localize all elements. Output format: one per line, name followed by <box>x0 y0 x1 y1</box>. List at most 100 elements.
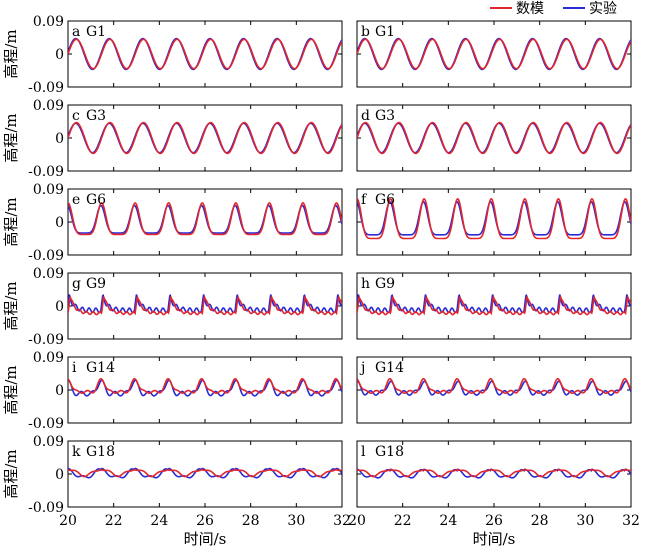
panel-k: 0.09 0 -0.09 高程/m k G18 <box>2 434 343 516</box>
panel-letter: k <box>72 444 81 460</box>
legend-item-1: 实验 <box>563 1 617 17</box>
panel-l: l G18 <box>356 440 632 508</box>
y-tick-label: 0.09 <box>33 434 64 450</box>
panel-letter: c <box>72 108 80 124</box>
experiment-line <box>68 122 342 154</box>
x-axis-label: 时间/s <box>473 530 516 548</box>
x-tick-label: 22 <box>394 513 412 529</box>
panel-frame <box>67 20 343 88</box>
y-tick-label: 0 <box>55 47 64 63</box>
panel-b: b G1 <box>356 20 632 88</box>
y-tick-label: -0.09 <box>28 248 64 264</box>
y-tick-label: -0.09 <box>28 416 64 432</box>
y-tick-label: 0.09 <box>33 182 64 198</box>
panel-letter: l <box>361 444 366 460</box>
model-line <box>357 468 631 478</box>
x-tick-label: 20 <box>59 513 77 529</box>
model-line <box>357 295 631 316</box>
panel-gauge-label: G6 <box>86 192 106 208</box>
x-tick-label: 22 <box>105 513 123 529</box>
panel-letter: j <box>359 360 365 376</box>
model-line <box>68 377 342 394</box>
x-tick-label: 32 <box>622 513 640 529</box>
x-tick-label: 32 <box>333 513 351 529</box>
y-tick-label: 0 <box>55 299 64 315</box>
model-line <box>357 377 631 394</box>
panel-frame <box>67 272 343 340</box>
model-line <box>357 198 631 240</box>
panel-frame <box>67 104 343 172</box>
panel-gauge-label: G18 <box>86 444 115 460</box>
x-tick-label: 28 <box>531 513 549 529</box>
experiment-line <box>357 37 631 71</box>
legend: 数模 实验 <box>490 1 617 17</box>
panel-gauge-label: G14 <box>86 360 115 376</box>
panel-d: d G3 <box>356 104 632 172</box>
x-tick-label: 30 <box>576 513 594 529</box>
panel-gauge-label: G1 <box>86 24 106 40</box>
panel-letter: b <box>361 24 370 40</box>
panel-gauge-label: G6 <box>375 192 395 208</box>
legend-label: 实验 <box>589 1 617 17</box>
panel-gauge-label: G18 <box>375 444 404 460</box>
experiment-line <box>68 37 342 71</box>
panels-grid: 0.09 0 -0.09 高程/m a G1 b G1 0.09 0 -0.09 高程/m c G3 d G3… <box>2 14 632 516</box>
model-line <box>357 38 631 70</box>
x-tick-label: 26 <box>196 513 214 529</box>
panel-letter: h <box>361 276 370 292</box>
y-tick-label: 0.09 <box>33 98 64 114</box>
x-tick-label: 26 <box>485 513 503 529</box>
model-line <box>68 121 342 155</box>
y-axis-label: 高程/m <box>2 281 20 330</box>
panel-g: 0.09 0 -0.09 高程/m g G9 <box>2 266 343 348</box>
model-line <box>68 202 342 236</box>
experiment-line <box>357 200 631 236</box>
panel-frame <box>356 188 632 256</box>
panel-gauge-label: G9 <box>375 276 395 292</box>
panel-i: 0.09 0 -0.09 高程/m i G14 <box>2 350 343 432</box>
panel-a: 0.09 0 -0.09 高程/m a G1 <box>2 14 343 96</box>
panel-gauge-label: G14 <box>375 360 404 376</box>
model-line <box>357 121 631 155</box>
model-line <box>68 468 342 478</box>
panel-letter: g <box>72 276 81 292</box>
y-tick-label: 0 <box>55 131 64 147</box>
experiment-line <box>357 122 631 154</box>
panel-frame <box>356 20 632 88</box>
panel-letter: e <box>72 192 80 208</box>
panel-gauge-label: G1 <box>375 24 395 40</box>
model-line <box>68 295 342 316</box>
y-tick-label: 0.09 <box>33 266 64 282</box>
y-tick-label: -0.09 <box>28 500 64 516</box>
panel-frame <box>356 272 632 340</box>
model-line <box>68 38 342 70</box>
x-tick-label: 24 <box>439 513 457 529</box>
legend-item-0: 数模 <box>490 1 544 17</box>
panel-letter: f <box>361 192 368 208</box>
y-tick-label: -0.09 <box>28 164 64 180</box>
y-tick-label: 0 <box>55 383 64 399</box>
y-tick-label: 0.09 <box>33 350 64 366</box>
panel-frame <box>67 188 343 256</box>
panel-f: f G6 <box>356 188 632 256</box>
x-tick-label: 30 <box>287 513 305 529</box>
panel-c: 0.09 0 -0.09 高程/m c G3 <box>2 98 343 180</box>
y-axis-label: 高程/m <box>2 449 20 498</box>
panel-j: j G14 <box>356 356 632 424</box>
panel-e: 0.09 0 -0.09 高程/m e G6 <box>2 182 343 264</box>
panel-letter: d <box>361 108 370 124</box>
y-tick-label: 0 <box>55 467 64 483</box>
y-axis-label: 高程/m <box>2 29 20 78</box>
y-axis-label: 高程/m <box>2 113 20 162</box>
legend-label: 数模 <box>516 1 544 17</box>
panel-h: h G9 <box>356 272 632 340</box>
x-tick-label: 28 <box>242 513 260 529</box>
y-tick-label: -0.09 <box>28 332 64 348</box>
y-axis-label: 高程/m <box>2 365 20 414</box>
panel-gauge-label: G9 <box>86 276 106 292</box>
x-tick-label: 20 <box>348 513 366 529</box>
y-axis-label: 高程/m <box>2 197 20 246</box>
panel-letter: a <box>72 24 80 40</box>
y-tick-label: 0 <box>55 215 64 231</box>
